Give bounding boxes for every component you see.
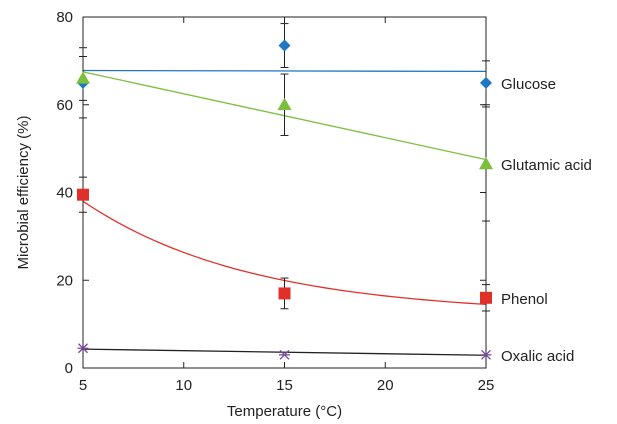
marker-glutamic-acid [479, 156, 493, 170]
marker-phenol [77, 188, 89, 201]
x-tick-label: 25 [478, 377, 495, 394]
y-tick-label: 20 [56, 272, 73, 289]
fit-line-oxalic-acid [82, 348, 487, 356]
x-axis-title: Temperature (°C) [227, 403, 342, 420]
plot-frame [82, 16, 487, 369]
series-labels: Glucose Glutamic acid Phenol Oxalic acid [501, 76, 592, 365]
marker-glutamic-acid [76, 71, 90, 84]
y-tick-label: 60 [56, 97, 73, 114]
axis-ticks: 5 10 15 20 25 0 20 40 60 80 [56, 9, 494, 394]
y-tick-label: 40 [56, 185, 73, 202]
data-markers [76, 39, 493, 360]
error-bars [79, 23, 490, 312]
fit-line-glucose [82, 69, 487, 73]
plot-border [82, 16, 487, 369]
series-label-glutamic-acid: Glutamic acid [501, 157, 592, 174]
marker-glucose [480, 76, 492, 89]
marker-glucose [278, 39, 291, 52]
x-tick-label: 20 [377, 377, 394, 394]
y-tick-label: 0 [65, 360, 73, 377]
series-label-glucose: Glucose [501, 76, 556, 93]
x-tick-label: 15 [276, 377, 293, 394]
series-label-oxalic-acid: Oxalic acid [501, 348, 574, 365]
marker-phenol [278, 287, 291, 300]
x-tick-label: 10 [175, 377, 192, 394]
x-tick-label: 5 [79, 377, 87, 394]
series-label-phenol: Phenol [501, 291, 548, 308]
y-axis-title: Microbial efficiency (%) [15, 116, 32, 270]
marker-glutamic-acid [277, 97, 292, 110]
y-tick-label: 80 [56, 9, 73, 26]
marker-phenol [480, 291, 492, 304]
